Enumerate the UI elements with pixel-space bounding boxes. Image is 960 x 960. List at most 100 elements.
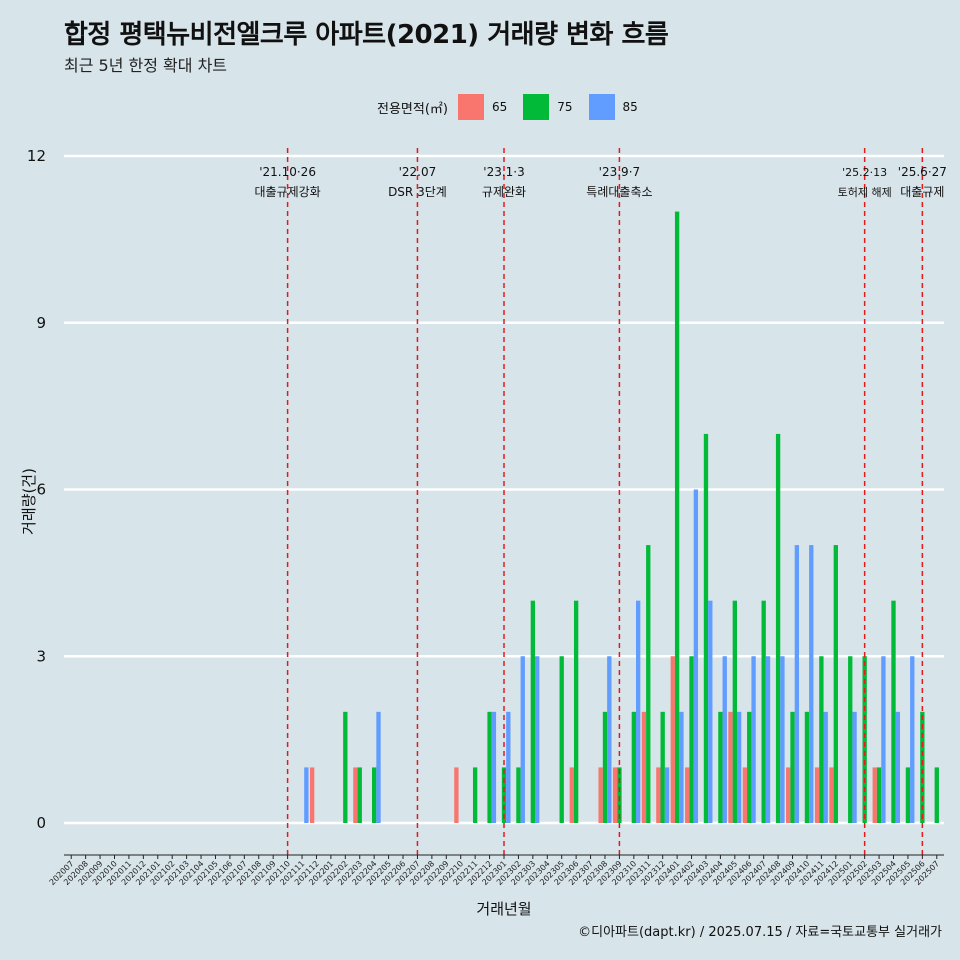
bar-75-202305 [559, 656, 564, 823]
event-date: '23.1·3 [483, 165, 524, 179]
bar-75-202302 [516, 767, 521, 823]
bar-85-202504 [895, 711, 900, 823]
bar-75-202503 [876, 767, 882, 823]
event-date: '25.6·27 [898, 165, 947, 179]
bar-85-202308 [607, 656, 612, 823]
bar-75-202506 [920, 711, 925, 823]
bar-65-202402 [685, 767, 690, 823]
event-label: 규제완화 [482, 185, 526, 199]
bar-75-202501 [848, 656, 853, 823]
bar-75-202412 [833, 545, 838, 823]
bar-85-202501 [852, 711, 857, 823]
legend-label-85: 85 [622, 100, 638, 114]
bar-75-202301 [501, 767, 507, 823]
bar-65-202309 [612, 767, 618, 823]
bar-75-202402 [689, 656, 694, 823]
event-label: 대출규제 [900, 185, 944, 199]
bar-75-202407 [761, 600, 766, 823]
bar-85-202408 [780, 656, 785, 823]
bar-75-202309 [617, 767, 622, 823]
y-tick-label: 12 [27, 147, 46, 165]
bar-65-202312 [656, 767, 661, 823]
bar-65-202411 [814, 767, 820, 823]
legend-title: 전용면적(㎡) [377, 101, 448, 117]
bar-85-202411 [823, 711, 828, 823]
bar-85-202404 [722, 656, 727, 823]
bar-85-202301 [506, 711, 511, 823]
y-axis-title: 거래량(건) [20, 468, 38, 535]
legend-item-75: 75 [523, 94, 582, 120]
event-label: 토허제 해제 [838, 185, 892, 199]
event-date: '23.9·7 [599, 165, 640, 179]
bar-65-202406 [742, 767, 748, 823]
bar-85-202403 [708, 600, 713, 823]
bar-75-202504 [891, 600, 896, 823]
bar-75-202411 [819, 656, 824, 823]
event-label: 특례대출축소 [586, 185, 652, 199]
bar-75-202202 [343, 711, 348, 823]
bar-85-202204 [376, 711, 381, 823]
bar-75-202311 [646, 545, 651, 823]
bar-85-202406 [751, 656, 756, 823]
legend-swatch-75 [523, 94, 550, 120]
bar-65-202405 [728, 711, 733, 823]
bar-75-202303 [530, 600, 536, 823]
bar-75-202211 [472, 767, 478, 823]
bar-75-202310 [631, 711, 636, 823]
bar-85-202303 [535, 656, 540, 823]
bar-85-202310 [636, 600, 641, 823]
legend: 전용면적(㎡) 65 75 85 [377, 93, 654, 121]
bar-75-202502 [862, 656, 867, 823]
bar-85-202302 [520, 656, 525, 823]
bar-85-202505 [910, 656, 915, 823]
bar-75-202203 [357, 767, 362, 823]
legend-item-65: 65 [457, 94, 517, 120]
bar-65-202409 [786, 767, 791, 823]
y-tick-label: 6 [36, 481, 46, 499]
bar-75-202409 [790, 711, 795, 823]
bar-85-202410 [809, 545, 814, 823]
bar-85-202405 [736, 711, 742, 823]
event-label: DSR 3단계 [388, 185, 447, 199]
bar-85-202401 [679, 711, 684, 823]
bar-85-202212 [491, 711, 497, 823]
chart-subtitle: 최근 5년 한정 확대 차트 [64, 56, 228, 75]
legend-label-65: 65 [491, 100, 508, 114]
bar-75-202401 [674, 211, 680, 823]
bar-75-202507 [934, 767, 939, 823]
bar-75-202306 [573, 600, 579, 823]
bar-75-202405 [732, 600, 737, 823]
legend-label-75: 75 [557, 100, 573, 114]
y-tick-label: 0 [36, 814, 46, 832]
legend-item-85: 85 [588, 94, 648, 120]
event-date: '25.2·13 [842, 166, 887, 179]
bar-75-202308 [602, 711, 608, 823]
bar-65-202210 [454, 767, 459, 823]
bar-65-202306 [569, 767, 574, 823]
bar-65-202203 [353, 767, 358, 823]
bar-75-202212 [487, 711, 492, 823]
legend-swatch-85 [588, 94, 615, 120]
x-axis-title: 거래년월 [476, 900, 531, 918]
event-label: 대출규제강화 [254, 185, 320, 199]
event-date: '21.10·26 [259, 165, 316, 179]
bar-75-202406 [747, 711, 752, 823]
bar-85-202111 [304, 767, 309, 823]
bar-65-202503 [872, 767, 877, 823]
bar-75-202505 [905, 767, 911, 823]
bar-65-202401 [670, 656, 675, 823]
bar-75-202204 [372, 767, 377, 823]
bar-75-202410 [804, 711, 810, 823]
y-tick-label: 3 [36, 647, 46, 665]
bar-85-202407 [765, 656, 771, 823]
bar-85-202402 [693, 489, 699, 823]
bar-75-202404 [718, 711, 723, 823]
bar-65-202308 [598, 767, 603, 823]
chart-title: 합정 평택뉴비전엘크루 아파트(2021) 거래량 변화 흐름 [64, 20, 669, 50]
bar-65-202412 [829, 767, 834, 823]
event-date: '22.07 [399, 165, 437, 179]
bar-85-202503 [881, 656, 886, 823]
y-tick-label: 9 [36, 314, 46, 332]
bar-75-202312 [660, 711, 665, 823]
